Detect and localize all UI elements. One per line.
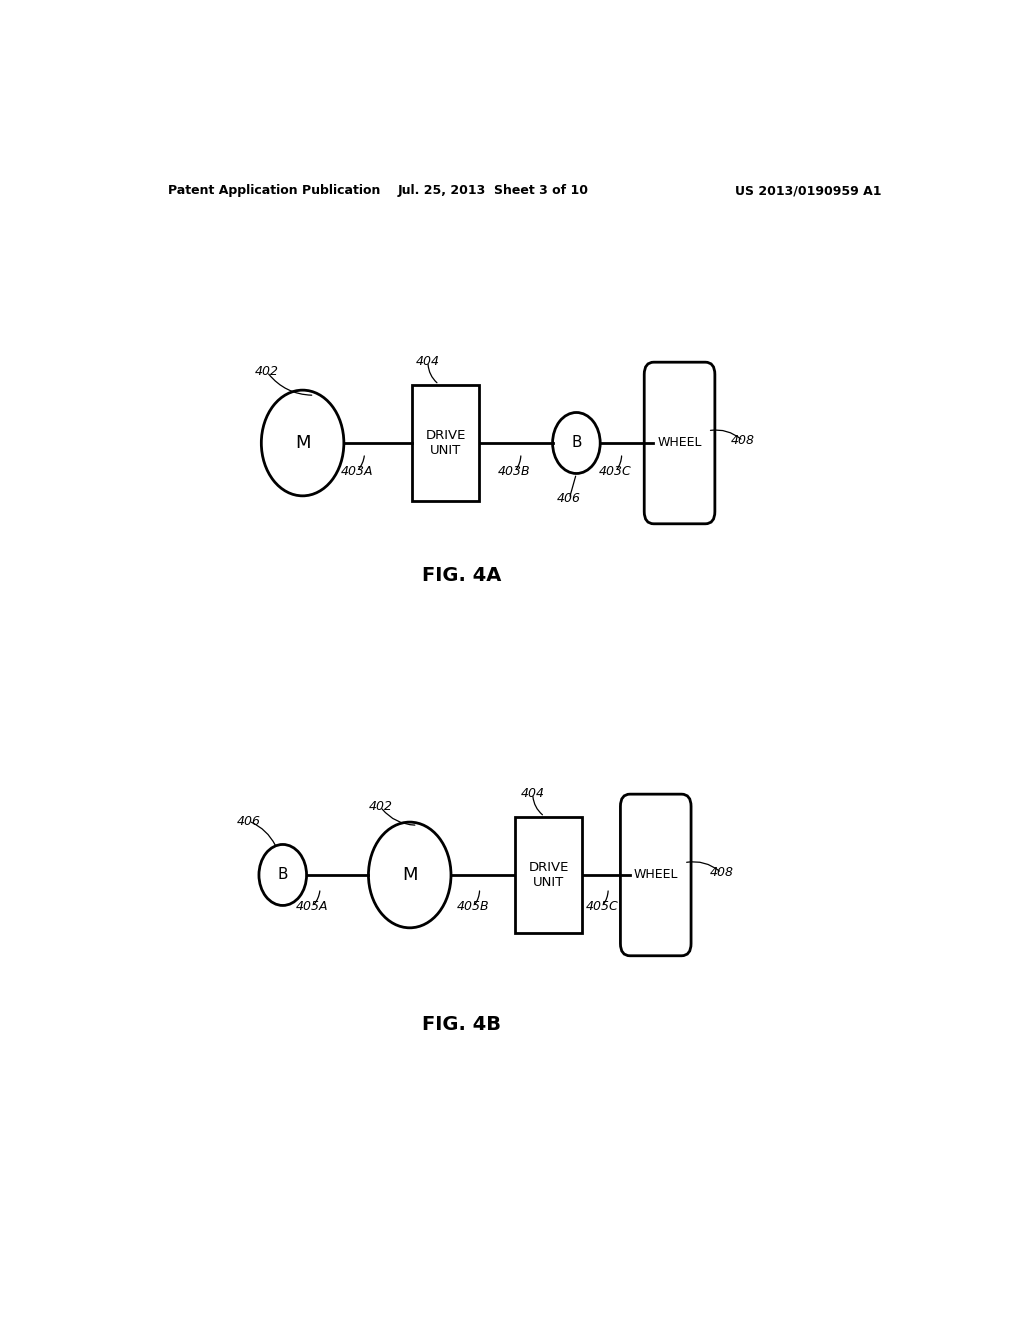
Text: 408: 408	[731, 434, 755, 447]
Text: M: M	[295, 434, 310, 451]
Text: 406: 406	[557, 492, 582, 506]
Text: 403C: 403C	[599, 465, 632, 478]
Text: 402: 402	[255, 366, 279, 379]
Text: 408: 408	[710, 866, 733, 879]
Text: 404: 404	[416, 355, 440, 368]
Text: WHEEL: WHEEL	[634, 869, 678, 882]
Text: DRIVE
UNIT: DRIVE UNIT	[528, 861, 568, 888]
Text: 402: 402	[369, 800, 392, 813]
Text: B: B	[278, 867, 288, 883]
Text: Patent Application Publication: Patent Application Publication	[168, 185, 380, 198]
Text: 405B: 405B	[457, 900, 489, 913]
Text: US 2013/0190959 A1: US 2013/0190959 A1	[735, 185, 882, 198]
Text: FIG. 4A: FIG. 4A	[422, 566, 501, 585]
Text: 406: 406	[237, 814, 261, 828]
Text: 405C: 405C	[586, 900, 618, 913]
Text: 403B: 403B	[498, 465, 530, 478]
Text: FIG. 4B: FIG. 4B	[422, 1015, 501, 1034]
Text: 403A: 403A	[340, 465, 373, 478]
Text: B: B	[571, 436, 582, 450]
Text: Jul. 25, 2013  Sheet 3 of 10: Jul. 25, 2013 Sheet 3 of 10	[397, 185, 589, 198]
Text: 405A: 405A	[296, 900, 329, 913]
Text: 404: 404	[521, 787, 545, 800]
Text: M: M	[402, 866, 418, 884]
Text: WHEEL: WHEEL	[657, 437, 701, 450]
Text: DRIVE
UNIT: DRIVE UNIT	[425, 429, 466, 457]
